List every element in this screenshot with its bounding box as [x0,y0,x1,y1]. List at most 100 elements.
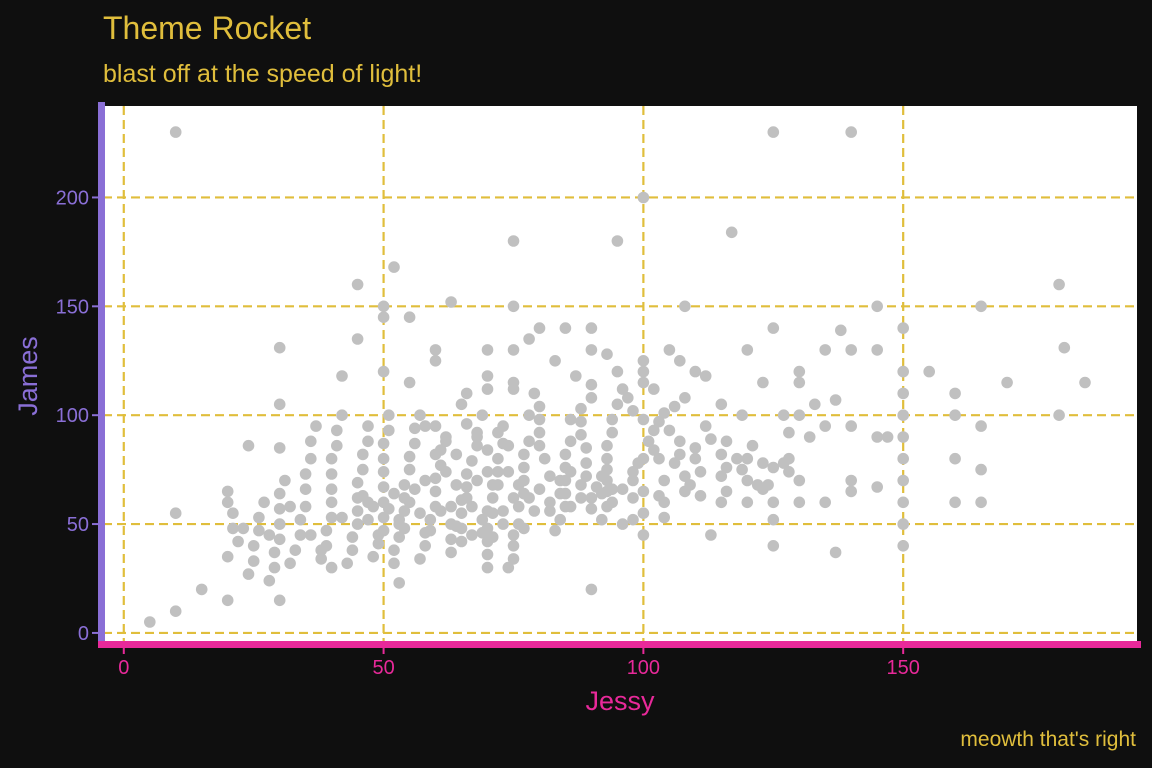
data-point [409,437,421,450]
data-point [715,470,728,483]
x-axis-line [98,641,1141,648]
data-point [221,485,234,498]
data-point [325,452,338,465]
data-point [440,435,452,448]
data-point [679,300,691,313]
data-point [689,365,702,378]
data-point [466,455,478,467]
chart-subtitle: blast off at the speed of light! [103,60,423,88]
chart-caption: meowth that's right [960,728,1136,751]
data-point [653,452,665,465]
x-axis-label: Jessy [585,686,655,716]
data-point [455,398,468,411]
data-point [658,496,670,509]
data-point [305,435,317,448]
data-point [455,522,468,535]
data-point [507,344,520,356]
data-point [648,383,660,395]
data-point [429,344,442,356]
data-point [897,365,909,378]
data-point [336,409,348,422]
data-point [637,507,650,519]
data-point [637,365,650,378]
data-point [518,448,530,461]
data-point [533,426,546,439]
data-point [975,420,987,432]
data-point [195,583,208,596]
data-point [221,550,234,563]
data-point [221,496,234,509]
y-axis-line [98,102,105,648]
data-point [466,529,478,541]
data-point [538,452,551,465]
data-point [445,500,457,513]
data-point [601,452,613,465]
data-point [845,126,857,138]
data-point [377,511,390,524]
data-point [273,398,286,411]
data-point [403,311,416,324]
data-point [1058,341,1071,354]
data-point [533,413,546,426]
data-point [253,511,265,524]
data-point [247,540,260,552]
data-point [554,474,566,487]
data-point [144,616,156,628]
data-point [528,387,541,400]
data-point [227,507,239,519]
data-point [544,505,556,517]
x-tick-label: 150 [886,657,919,679]
y-tick-label: 200 [56,187,89,209]
data-point [897,387,909,400]
data-point [294,513,307,526]
data-point [372,537,385,550]
data-point [585,492,598,504]
y-axis-ticks: 0 50 100 150 200 [56,187,98,645]
data-point [897,431,909,443]
data-point [596,487,608,500]
data-point [351,505,364,517]
data-point [694,490,707,502]
data-point [450,479,463,491]
data-point [507,300,520,313]
data-point [528,505,541,517]
data-point [471,474,483,487]
data-point [627,405,639,417]
data-point [445,518,457,530]
data-point [658,474,670,487]
data-point [325,511,338,524]
data-point [897,540,909,552]
data-point [476,409,489,422]
data-point [398,505,411,517]
data-point [331,439,343,452]
data-point [377,365,390,378]
data-point [325,561,338,574]
data-point [793,496,806,509]
data-point [637,452,650,465]
data-point [289,544,302,556]
data-point [492,426,504,439]
data-point [554,487,566,500]
data-point [409,483,421,496]
data-point [975,463,987,476]
data-point [273,594,286,607]
data-point [596,513,608,526]
data-point [325,483,338,496]
data-point [414,409,426,422]
data-point [674,435,686,448]
data-point [674,448,686,461]
data-point [564,466,577,478]
data-point [533,322,546,334]
data-point [221,594,234,607]
data-point [377,466,390,478]
data-point [367,550,380,563]
data-point [1053,409,1065,422]
data-point [767,540,780,552]
data-point [310,420,322,432]
data-point [362,420,374,432]
data-point [398,522,411,535]
data-point [777,409,790,422]
data-point [497,518,509,530]
data-point [757,376,769,389]
data-point [460,492,473,504]
